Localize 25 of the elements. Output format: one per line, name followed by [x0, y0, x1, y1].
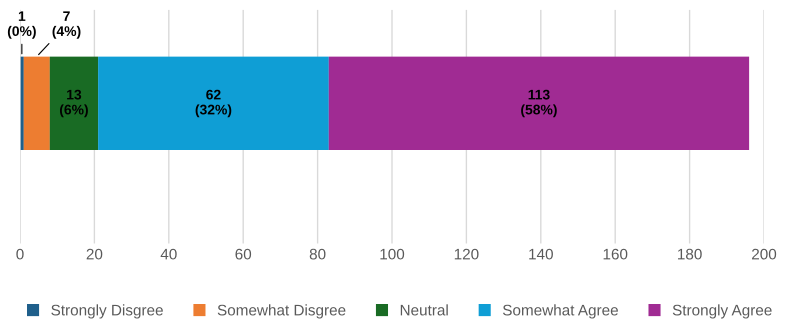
legend-label: Neutral	[400, 304, 448, 316]
x-tick-label: 120	[454, 248, 479, 260]
x-tick-label: 0	[16, 248, 24, 260]
x-tick-label: 60	[235, 248, 252, 260]
x-tick-label: 100	[380, 248, 404, 260]
x-tick-label: 20	[86, 248, 102, 260]
data-label: 7 (4%)	[52, 11, 80, 39]
data-label: 62 (32%)	[196, 90, 232, 118]
x-tick-label: 160	[604, 248, 628, 260]
legend-label: Strongly Disgree	[51, 304, 163, 319]
x-tick-label: 80	[310, 248, 326, 260]
x-tick-label: 180	[678, 248, 702, 260]
x-tick-label: 40	[160, 248, 177, 260]
bar	[50, 56, 98, 150]
legend-label: Somewhat Disgree	[218, 304, 346, 319]
x-tick-label: 200	[752, 248, 776, 260]
legend-label: Strongly Agree	[672, 304, 772, 319]
data-label: 113 (58%)	[521, 90, 557, 118]
bar	[24, 56, 50, 150]
bar	[98, 56, 329, 150]
x-tick-label: 140	[529, 248, 553, 260]
bar	[328, 56, 750, 150]
data-label: 13 (6%)	[60, 90, 88, 118]
data-label: 1 (0%)	[8, 11, 36, 39]
legend-label: Somewhat Agree	[502, 304, 618, 319]
